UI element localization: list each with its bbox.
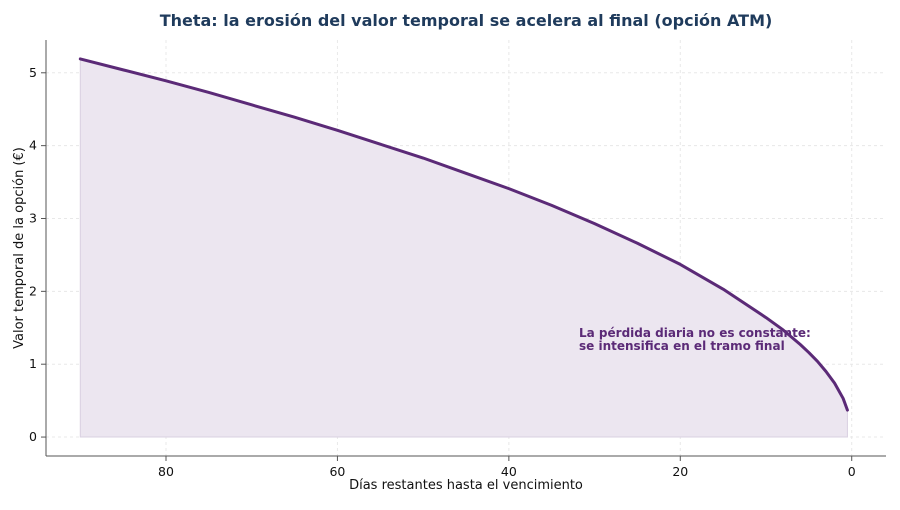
y-tick-label: 0 <box>29 429 37 444</box>
area-fill <box>79 58 848 438</box>
x-tick-label: 20 <box>672 464 688 479</box>
chart-title: Theta: la erosión del valor temporal se … <box>160 11 773 30</box>
y-tick-label: 3 <box>29 210 37 225</box>
series-line <box>78 57 849 412</box>
y-tick-label: 5 <box>29 65 37 80</box>
y-tick-label: 2 <box>29 283 37 298</box>
x-tick-label: 0 <box>848 464 856 479</box>
y-tick-label: 4 <box>29 138 37 153</box>
x-axis-label: Días restantes hasta el vencimiento <box>349 478 583 493</box>
ticks-layer: 80 60 40 20 0 0 1 2 3 4 5 <box>29 65 856 479</box>
axes-layer <box>45 40 886 457</box>
annotation-line-1: La pérdida diaria no es constante: <box>579 326 811 340</box>
x-tick-label: 60 <box>329 464 345 479</box>
x-tick-label: 40 <box>501 464 517 479</box>
x-tick-label: 80 <box>158 464 174 479</box>
y-tick-label: 1 <box>29 356 37 371</box>
annotation-line-2: se intensifica en el tramo final <box>579 339 785 353</box>
y-axis-label: Valor temporal de la opción (€) <box>12 147 27 349</box>
